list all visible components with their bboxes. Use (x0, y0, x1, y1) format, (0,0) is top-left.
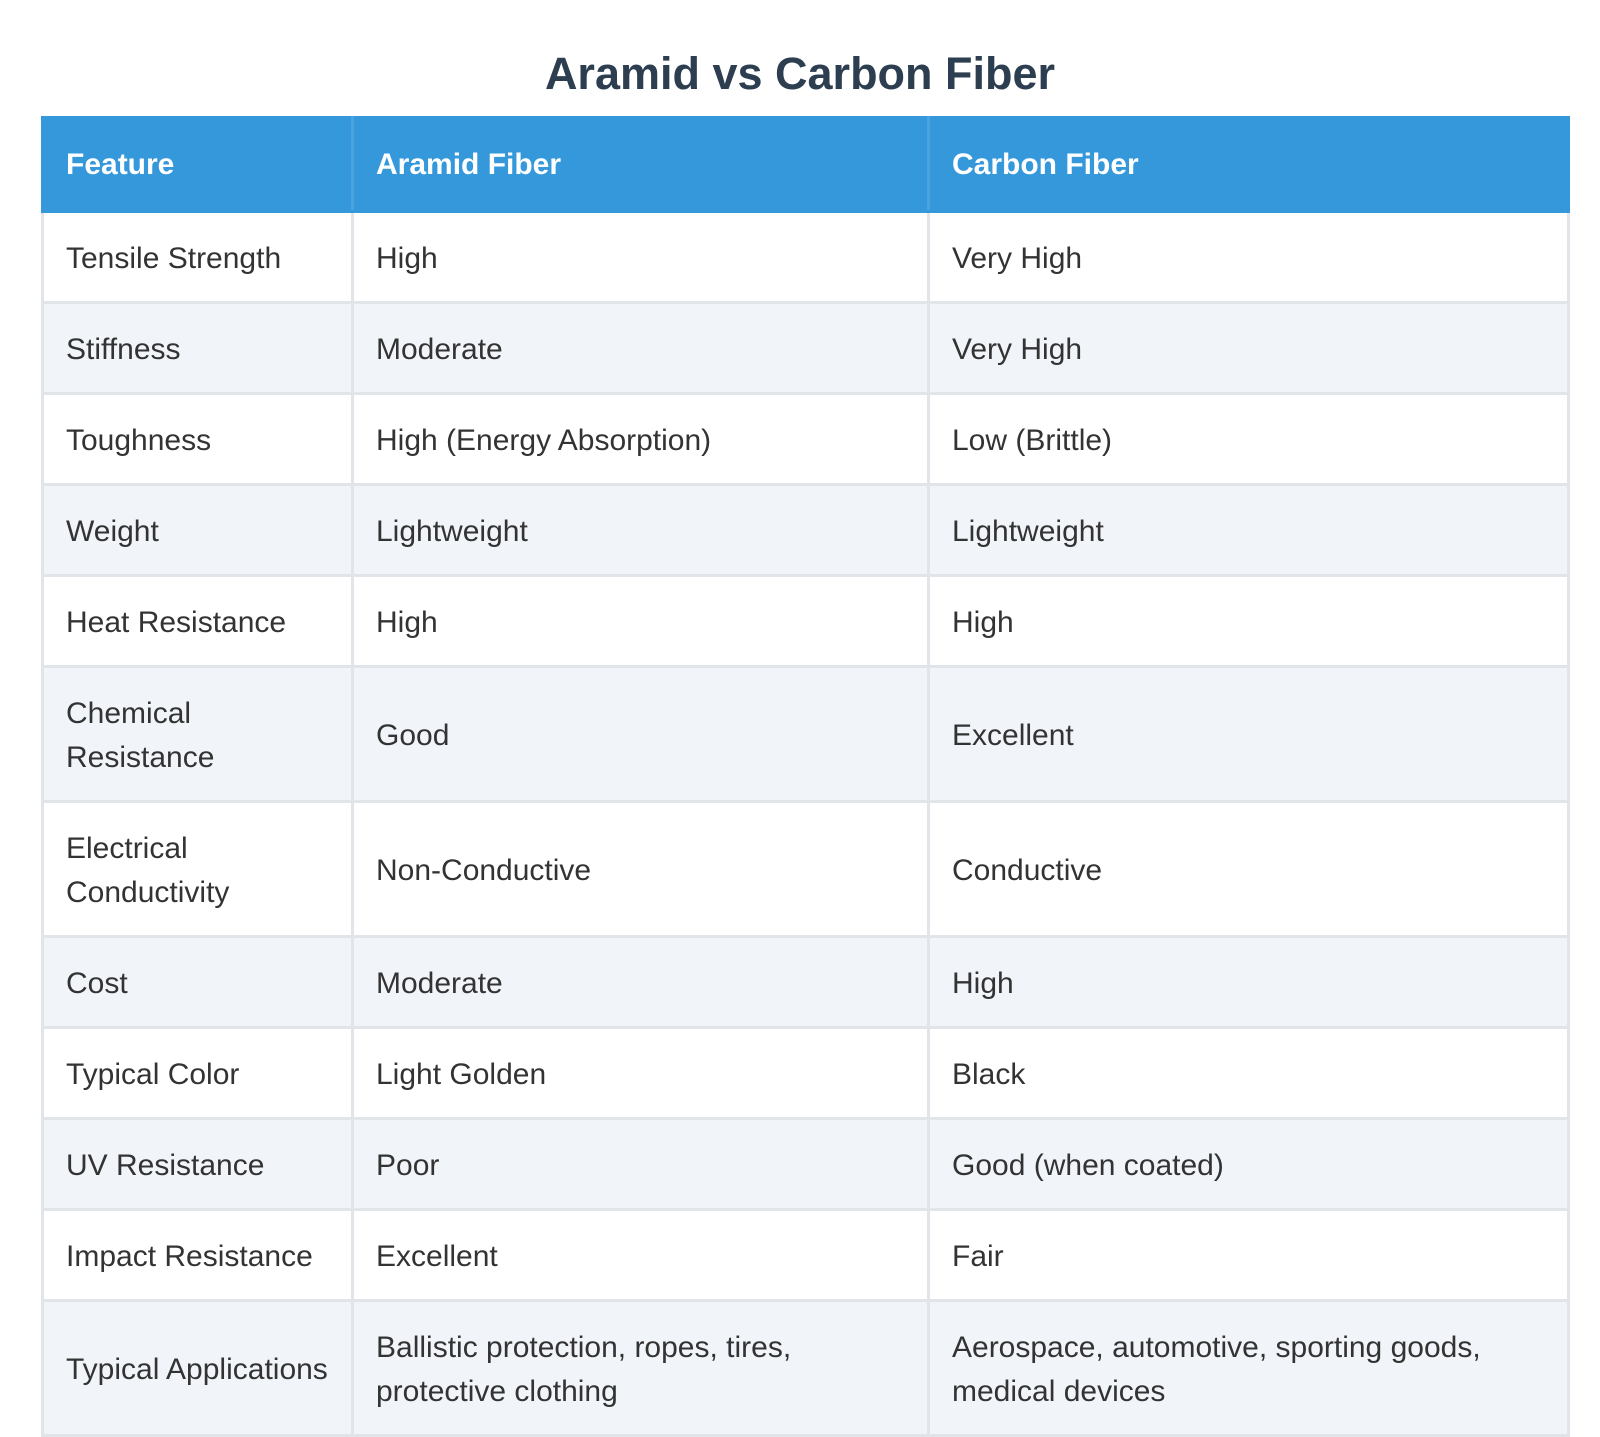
aramid-cell: Lightweight (351, 483, 930, 577)
header-aramid-fiber: Aramid Fiber (351, 116, 930, 213)
feature-cell: Chemical Resistance (41, 665, 354, 803)
carbon-cell: Very High (927, 301, 1570, 395)
aramid-cell: Moderate (351, 301, 930, 395)
table-row: Typical Color Light Golden Black (41, 1026, 1570, 1120)
feature-cell: Typical Color (41, 1026, 354, 1120)
feature-cell: Impact Resistance (41, 1208, 354, 1302)
feature-cell: Stiffness (41, 301, 354, 395)
carbon-cell: Excellent (927, 665, 1570, 803)
carbon-cell: Fair (927, 1208, 1570, 1302)
table-row: Electrical Conductivity Non-Conductive C… (41, 800, 1570, 938)
feature-cell: Weight (41, 483, 354, 577)
feature-cell: Toughness (41, 392, 354, 486)
feature-cell: UV Resistance (41, 1117, 354, 1211)
aramid-cell: High (Energy Absorption) (351, 392, 930, 486)
aramid-cell: Excellent (351, 1208, 930, 1302)
table-row: Heat Resistance High High (41, 574, 1570, 668)
aramid-cell: Ballistic protection, ropes, tires, prot… (351, 1299, 930, 1437)
header-carbon-fiber: Carbon Fiber (927, 116, 1570, 213)
table-row: Impact Resistance Excellent Fair (41, 1208, 1570, 1302)
aramid-cell: Light Golden (351, 1026, 930, 1120)
aramid-cell: Good (351, 665, 930, 803)
feature-cell: Cost (41, 935, 354, 1029)
aramid-cell: Non-Conductive (351, 800, 930, 938)
carbon-cell: Black (927, 1026, 1570, 1120)
carbon-cell: Lightweight (927, 483, 1570, 577)
table-row: Stiffness Moderate Very High (41, 301, 1570, 395)
carbon-cell: High (927, 574, 1570, 668)
aramid-cell: High (351, 210, 930, 304)
page-title: Aramid vs Carbon Fiber (544, 48, 1056, 99)
header-feature: Feature (41, 116, 354, 213)
feature-cell: Electrical Conductivity (41, 800, 354, 938)
header-row: Feature Aramid Fiber Carbon Fiber (41, 116, 1570, 213)
carbon-cell: Good (when coated) (927, 1117, 1570, 1211)
table-row: Chemical Resistance Good Excellent (41, 665, 1570, 803)
aramid-cell: Poor (351, 1117, 930, 1211)
table-row: Weight Lightweight Lightweight (41, 483, 1570, 577)
aramid-cell: Moderate (351, 935, 930, 1029)
feature-cell: Typical Applications (41, 1299, 354, 1437)
feature-cell: Heat Resistance (41, 574, 354, 668)
table-row: Toughness High (Energy Absorption) Low (… (41, 392, 1570, 486)
feature-cell: Tensile Strength (41, 210, 354, 304)
table-header: Feature Aramid Fiber Carbon Fiber (41, 116, 1570, 213)
carbon-cell: Low (Brittle) (927, 392, 1570, 486)
carbon-cell: High (927, 935, 1570, 1029)
carbon-cell: Conductive (927, 800, 1570, 938)
table-row: UV Resistance Poor Good (when coated) (41, 1117, 1570, 1211)
carbon-cell: Aerospace, automotive, sporting goods, m… (927, 1299, 1570, 1437)
table-row: Typical Applications Ballistic protectio… (41, 1299, 1570, 1437)
aramid-cell: High (351, 574, 930, 668)
table-row: Tensile Strength High Very High (41, 210, 1570, 304)
table-row: Cost Moderate High (41, 935, 1570, 1029)
table-body: Tensile Strength High Very High Stiffnes… (41, 210, 1570, 1437)
carbon-cell: Very High (927, 210, 1570, 304)
comparison-table: Feature Aramid Fiber Carbon Fiber Tensil… (41, 116, 1570, 1437)
